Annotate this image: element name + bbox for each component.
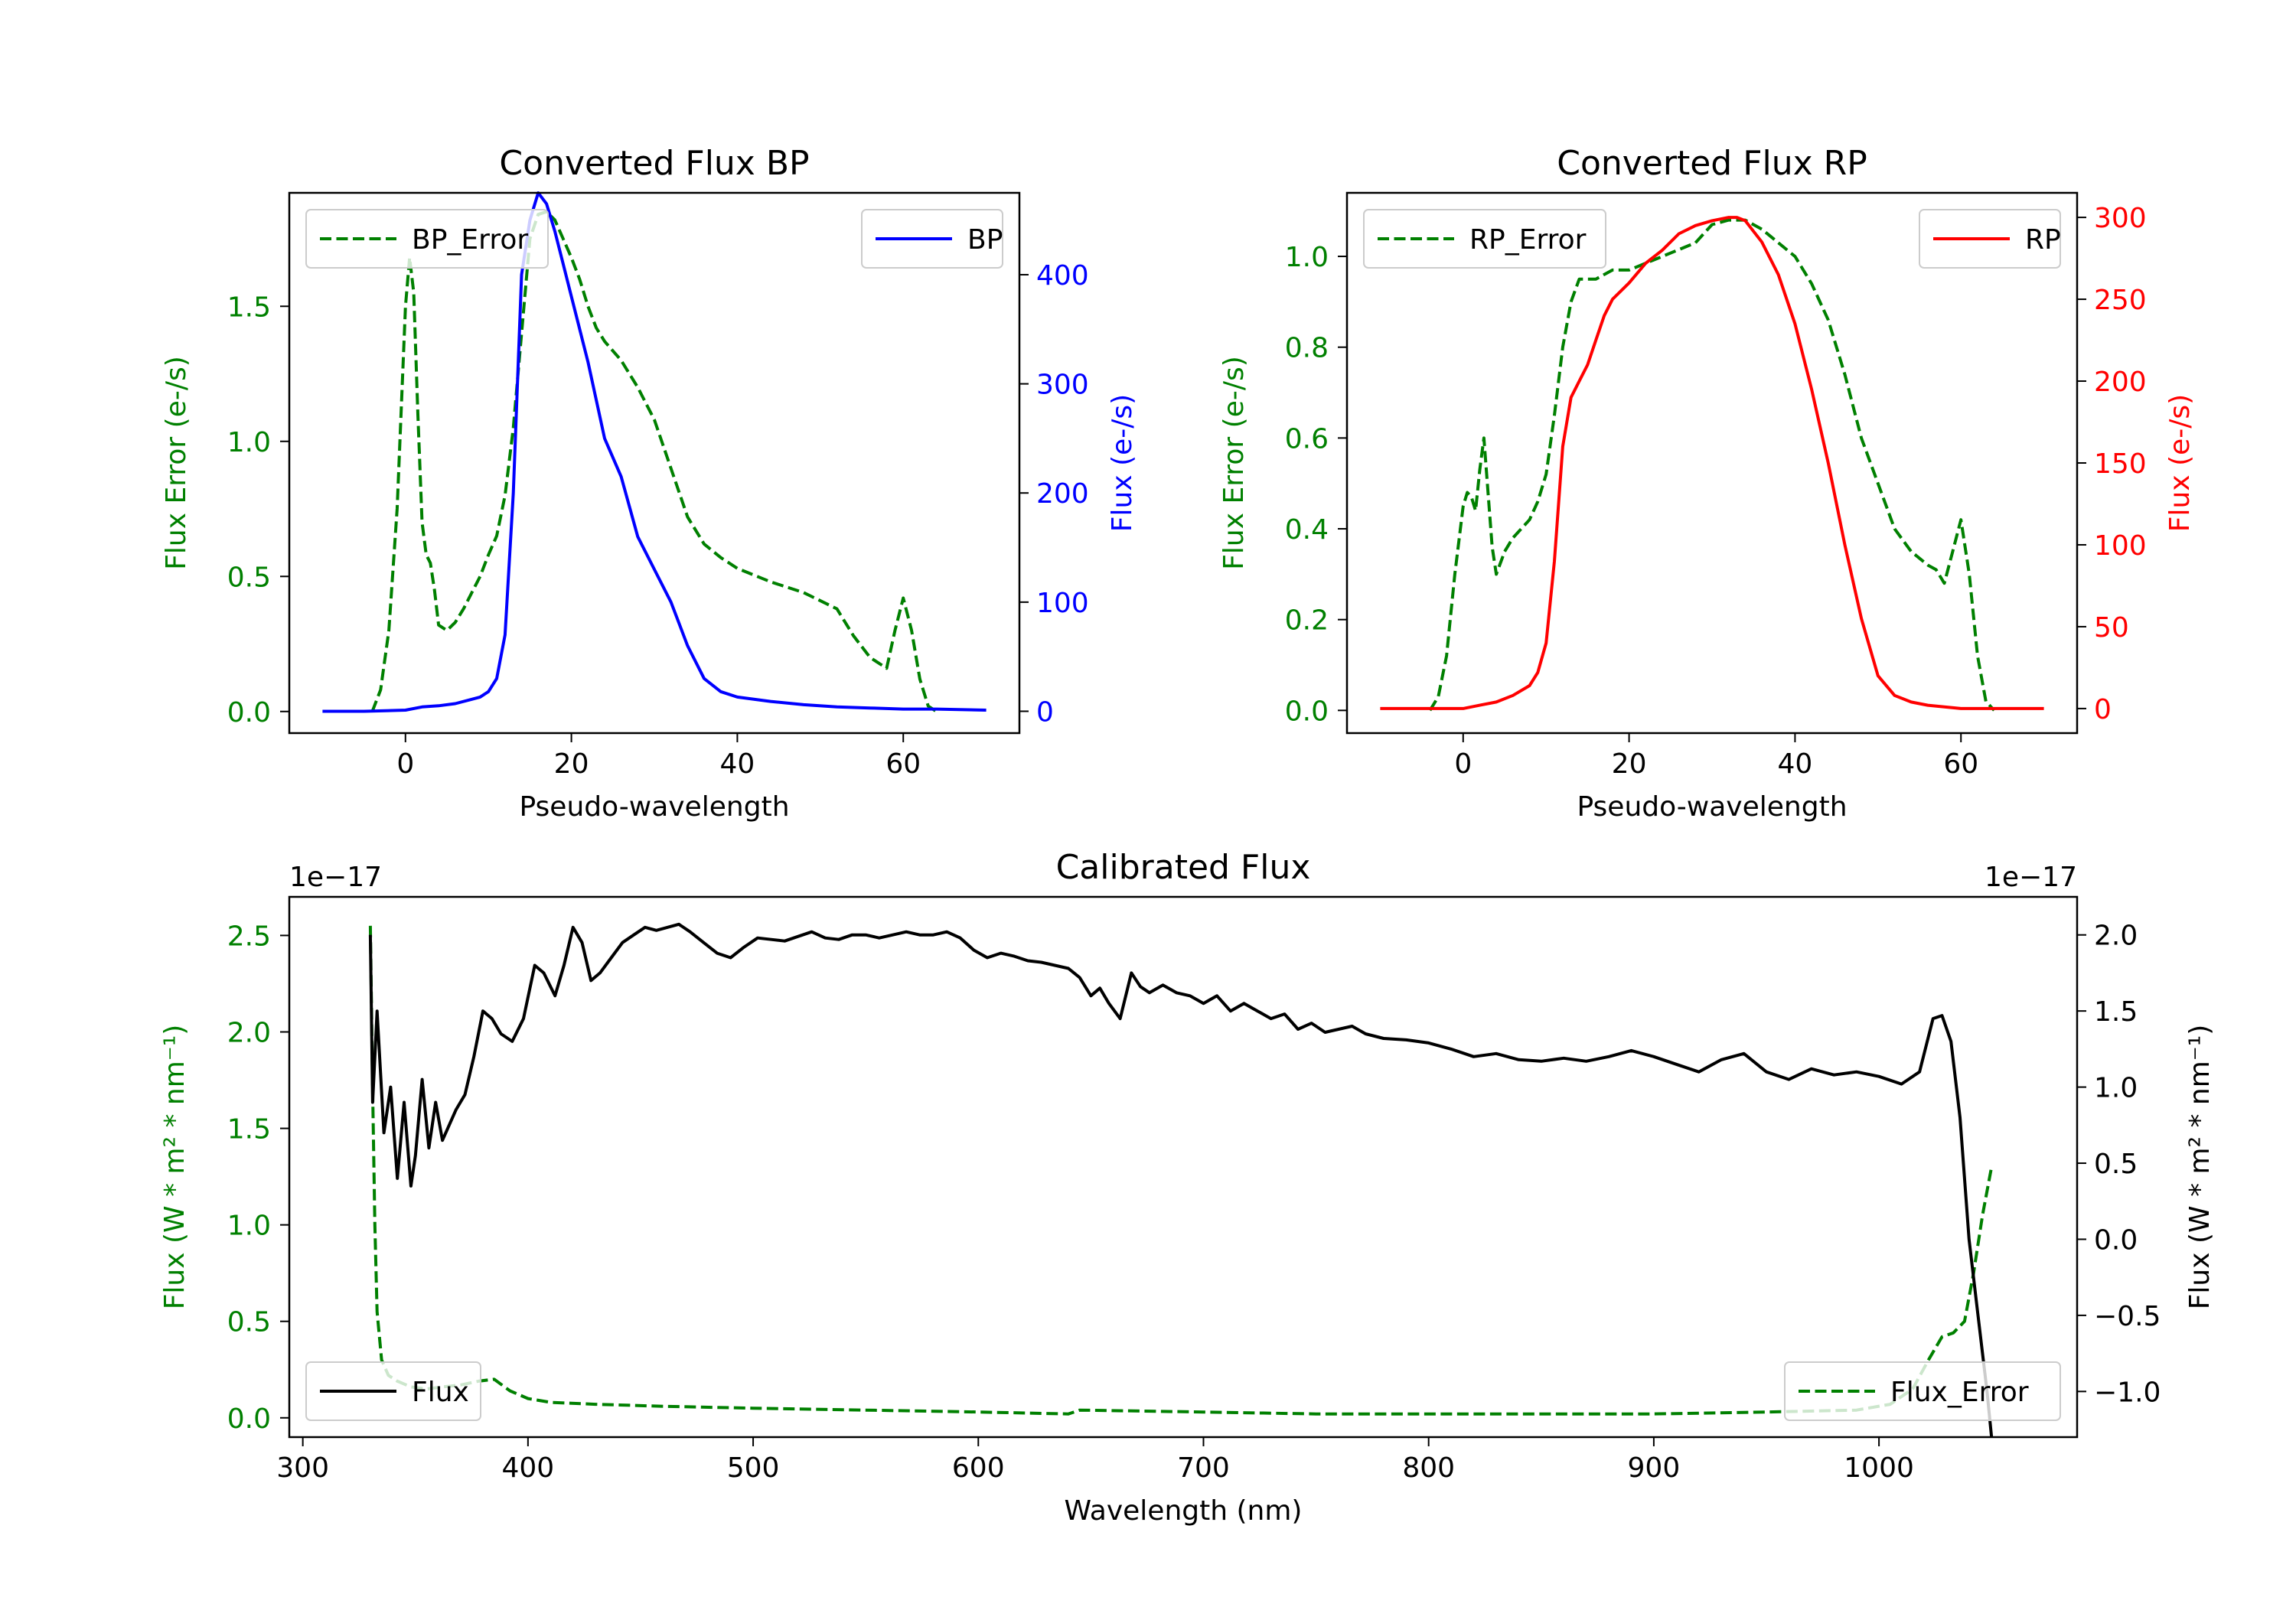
legend-label: BP_Error: [412, 224, 528, 256]
y-right-offset-text: 1e−17: [1985, 862, 2077, 893]
x-tick-label: 0: [396, 748, 414, 780]
y-left-tick-label: 0.0: [1285, 696, 1329, 727]
y-right-tick-label: 0.0: [2094, 1224, 2138, 1256]
legend-box: [1784, 1361, 2061, 1421]
y-left-axis-label: Flux (W * m² * nm⁻¹): [159, 1025, 191, 1310]
y-left-tick-label: 2.0: [227, 1018, 271, 1049]
y-left-tick-label: 1.0: [227, 1211, 271, 1242]
x-tick-label: 1000: [1844, 1452, 1914, 1484]
legend-bp: BP: [861, 209, 1003, 269]
axes-frame: [288, 191, 1021, 735]
legend-flux: Flux: [305, 1361, 481, 1421]
y-left-tick-label: 0.5: [227, 562, 271, 593]
y-right-tick-label: 250: [2094, 285, 2147, 316]
series-rp-error-line: [1428, 218, 1996, 712]
y-left-tick-label: 0.0: [227, 697, 271, 729]
y-right-tick-label: 100: [1036, 588, 1089, 619]
y-right-tick-label: 1.5: [2094, 996, 2138, 1028]
x-tick-label: 800: [1402, 1452, 1455, 1484]
y-right-tick-label: 50: [2094, 612, 2129, 644]
y-right-axis-label: Flux (W * m² * nm⁻¹): [2184, 1025, 2216, 1310]
y-right-tick-label: 200: [1036, 478, 1089, 510]
y-left-tick-label: 1.0: [227, 427, 271, 458]
y-left-tick-label: 1.0: [1285, 242, 1329, 273]
legend-bp-error: BP_Error: [305, 209, 549, 269]
y-left-tick-label: 2.5: [227, 921, 271, 952]
y-right-tick-label: 1.0: [2094, 1073, 2138, 1104]
legend-label: RP_Error: [1469, 224, 1587, 256]
bp-panel: 0 20 40 60 0.0 0.5 1.0 1.5 0 100 200 300 400 Converte…: [161, 144, 1138, 823]
chart-title: Converted Flux BP: [499, 144, 809, 183]
y-left-offset-text: 1e−17: [289, 862, 382, 893]
legend-label: Flux: [412, 1377, 469, 1408]
x-tick-label: 20: [1612, 748, 1647, 780]
y-right-tick-label: 2.0: [2094, 921, 2138, 952]
calibrated-panel: 300 400 500 600 700 800 900 1000 0.0 0.5 1.0 1.5 2.0…: [159, 848, 2216, 1527]
x-axis-label: Pseudo-wavelength: [1577, 791, 1847, 823]
x-tick-label: 40: [720, 748, 755, 780]
y-left-tick-label: 0.0: [227, 1403, 271, 1435]
series-flux-line: [368, 922, 1994, 1438]
y-left-axis-label: Flux Error (e-/s): [161, 356, 192, 570]
legend-box: [1363, 209, 1606, 269]
y-right-tick-label: 300: [1036, 370, 1089, 401]
y-right-tick-label: −0.5: [2094, 1301, 2161, 1332]
legend-label: BP: [967, 224, 1003, 256]
y-right-axis-label: Flux (e-/s): [2164, 394, 2196, 532]
chart-title: Converted Flux RP: [1557, 144, 1867, 183]
y-right-tick-label: 0: [2094, 694, 2112, 725]
y-right-tick-label: 150: [2094, 448, 2147, 480]
y-left-tick-label: 0.8: [1285, 333, 1329, 364]
x-tick-label: 700: [1177, 1452, 1230, 1484]
x-tick-label: 40: [1778, 748, 1813, 780]
y-left-tick-label: 0.4: [1285, 514, 1329, 546]
x-tick-label: 60: [885, 748, 921, 780]
legend-rp-error: RP_Error: [1363, 209, 1606, 269]
x-tick-label: 60: [1943, 748, 1978, 780]
x-tick-label: 400: [501, 1452, 554, 1484]
axes-frame: [288, 895, 2079, 1439]
y-right-tick-label: 100: [2094, 530, 2147, 562]
chart-title: Calibrated Flux: [1056, 848, 1311, 887]
legend-label: RP: [2025, 224, 2061, 256]
y-left-tick-label: 0.2: [1285, 605, 1329, 637]
y-right-tick-label: −1.0: [2094, 1377, 2161, 1408]
y-left-tick-label: 1.5: [227, 1114, 271, 1146]
y-right-tick-label: 400: [1036, 260, 1089, 292]
x-tick-label: 600: [952, 1452, 1005, 1484]
y-right-tick-label: 0: [1036, 696, 1054, 728]
x-tick-label: 20: [554, 748, 589, 780]
y-left-tick-label: 1.5: [227, 292, 271, 323]
legend-box: [305, 209, 549, 269]
series-bp-error-line: [370, 210, 938, 713]
legend-flux-error: Flux_Error: [1784, 1361, 2061, 1421]
x-axis-label: Pseudo-wavelength: [519, 791, 789, 823]
y-right-tick-label: 0.5: [2094, 1149, 2138, 1180]
x-tick-label: 300: [276, 1452, 329, 1484]
y-right-axis-label: Flux (e-/s): [1107, 394, 1138, 532]
x-axis-label: Wavelength (nm): [1065, 1495, 1303, 1527]
x-tick-label: 0: [1454, 748, 1472, 780]
legend-rp: RP: [1919, 209, 2061, 269]
y-left-tick-label: 0.5: [227, 1307, 271, 1338]
rp-panel: 0 20 40 60 0.0 0.2 0.4 0.6 0.8 1.0 0 50 100 150 200 250…: [1218, 144, 2196, 823]
series-rp-line: [1380, 216, 2044, 710]
series-bp-line: [322, 191, 987, 713]
y-left-axis-label: Flux Error (e-/s): [1218, 356, 1250, 570]
y-left-tick-label: 0.6: [1285, 423, 1329, 455]
y-right-tick-label: 300: [2094, 203, 2147, 234]
legend-label: Flux_Error: [1890, 1377, 2029, 1408]
x-tick-label: 900: [1628, 1452, 1681, 1484]
x-tick-label: 500: [727, 1452, 780, 1484]
y-right-tick-label: 200: [2094, 367, 2147, 398]
